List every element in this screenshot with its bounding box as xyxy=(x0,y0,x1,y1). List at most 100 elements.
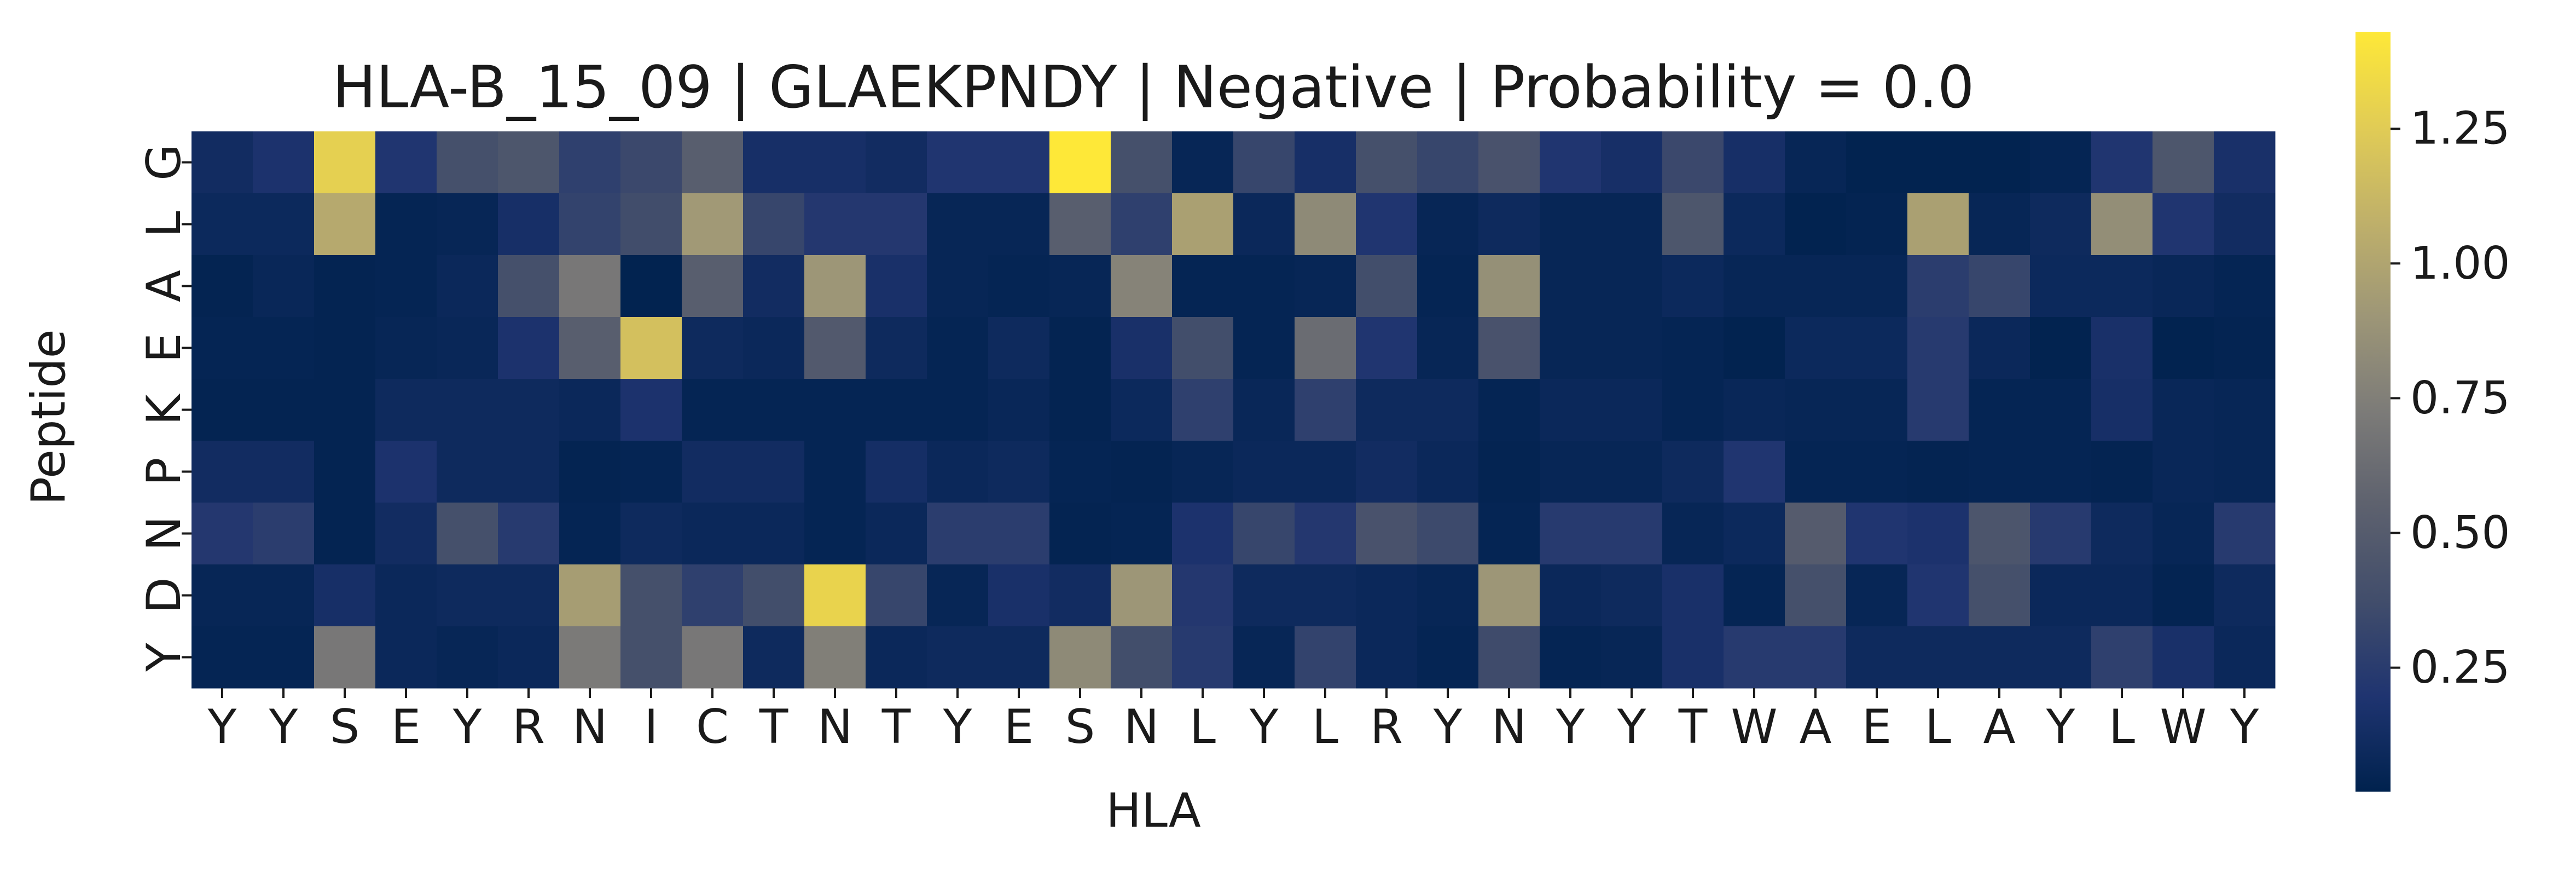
x-tick-label: N xyxy=(1124,700,1159,754)
chart-title: HLA-B_15_09 | GLAEKPNDY | Negative | Pro… xyxy=(333,54,1975,122)
heatmap-cell xyxy=(1172,255,1234,318)
heatmap-cell xyxy=(2030,379,2092,441)
heatmap-cell xyxy=(1785,379,1847,441)
heatmap-cell xyxy=(253,131,315,194)
heatmap-cell xyxy=(2214,317,2276,379)
heatmap-cell xyxy=(1907,441,1969,503)
heatmap-cell xyxy=(1785,193,1847,256)
heatmap-cell xyxy=(743,131,805,194)
heatmap-cell xyxy=(1601,255,1663,318)
heatmap-cell xyxy=(1907,564,1969,627)
colorbar-tick-label: 1.25 xyxy=(2410,103,2510,155)
heatmap-cell xyxy=(1724,441,1785,503)
heatmap-cell xyxy=(1111,564,1173,627)
heatmap-cell xyxy=(1233,626,1295,689)
heatmap-cell xyxy=(1478,317,1540,379)
heatmap-cell xyxy=(1478,255,1540,318)
heatmap-cell xyxy=(1417,131,1479,194)
heatmap-cell xyxy=(620,564,682,627)
heatmap-cell xyxy=(192,503,253,565)
x-tick-label: T xyxy=(881,700,911,754)
heatmap-cell xyxy=(498,564,560,627)
heatmap-cell xyxy=(1601,503,1663,565)
heatmap-cell xyxy=(1233,379,1295,441)
heatmap-cell xyxy=(988,441,1050,503)
heatmap-cell xyxy=(620,193,682,256)
heatmap-cell xyxy=(682,193,744,256)
heatmap-cell xyxy=(2030,503,2092,565)
colorbar-tick-label: 0.50 xyxy=(2410,507,2510,559)
heatmap-cell xyxy=(1356,564,1418,627)
heatmap-cell xyxy=(1601,193,1663,256)
heatmap-cell xyxy=(866,379,927,441)
heatmap-cell xyxy=(1662,564,1724,627)
heatmap-cell xyxy=(1662,255,1724,318)
heatmap-cell xyxy=(559,626,621,689)
heatmap-cell xyxy=(2153,564,2214,627)
heatmap-cell xyxy=(1356,503,1418,565)
heatmap-cell xyxy=(1662,441,1724,503)
heatmap-cell xyxy=(1662,131,1724,194)
heatmap-cell xyxy=(620,503,682,565)
heatmap-cell xyxy=(2030,317,2092,379)
heatmap-cell xyxy=(1295,255,1356,318)
heatmap-cell xyxy=(1907,317,1969,379)
heatmap-cell xyxy=(1233,193,1295,256)
x-tick-label: A xyxy=(1800,700,1832,754)
heatmap-cell xyxy=(2030,564,2092,627)
heatmap-cell xyxy=(1785,564,1847,627)
heatmap-cell xyxy=(498,441,560,503)
heatmap-cell xyxy=(1417,255,1479,318)
heatmap-cell xyxy=(1907,131,1969,194)
heatmap-cell xyxy=(1846,503,1908,565)
x-tick-label: T xyxy=(759,700,788,754)
heatmap-cell xyxy=(1111,379,1173,441)
heatmap-cell xyxy=(1172,441,1234,503)
heatmap-cell xyxy=(1172,503,1234,565)
heatmap-cell xyxy=(2091,255,2153,318)
y-tick-label: G xyxy=(137,144,192,181)
x-axis-label: HLA xyxy=(1106,783,1201,838)
heatmap-cell xyxy=(988,193,1050,256)
heatmap-cell xyxy=(1356,131,1418,194)
heatmap-cell xyxy=(1233,317,1295,379)
x-tick-label: I xyxy=(644,700,658,754)
x-tick-label: Y xyxy=(1556,700,1585,754)
y-axis-ticks: G L A E K P ND Y xyxy=(137,144,192,672)
heatmap-cell xyxy=(620,441,682,503)
heatmap-cell xyxy=(253,193,315,256)
x-tick-label: Y xyxy=(1249,700,1279,754)
heatmap-cell xyxy=(1724,317,1785,379)
heatmap-cell xyxy=(1478,441,1540,503)
colorbar-ticks: 0.25 0.50 0.75 1.00 1.25 xyxy=(2391,103,2510,694)
x-tick-label: Y xyxy=(207,700,237,754)
heatmap-cell xyxy=(1724,255,1785,318)
heatmap-cell xyxy=(1049,255,1111,318)
heatmap-cell xyxy=(988,564,1050,627)
heatmap-cell xyxy=(1969,317,2030,379)
heatmap-cell xyxy=(1662,317,1724,379)
heatmap-cell xyxy=(1724,193,1785,256)
heatmap-cell xyxy=(192,626,253,689)
heatmap-cell xyxy=(682,379,744,441)
x-tick-label: S xyxy=(1065,700,1095,754)
heatmap-cell xyxy=(1478,379,1540,441)
x-tick-label: N xyxy=(572,700,607,754)
heatmap-cell xyxy=(1172,564,1234,627)
heatmap-cell xyxy=(2214,131,2276,194)
x-tick-label: W xyxy=(2160,700,2206,754)
heatmap-cell xyxy=(2153,317,2214,379)
heatmap-cell xyxy=(559,317,621,379)
heatmap-cell xyxy=(1295,131,1356,194)
x-tick-label: N xyxy=(1492,700,1527,754)
heatmap-cell xyxy=(1724,131,1785,194)
heatmap-cell xyxy=(1295,626,1356,689)
heatmap-cell xyxy=(1049,503,1111,565)
heatmap-cell xyxy=(375,626,437,689)
x-tick-label: R xyxy=(512,700,545,754)
heatmap-cell xyxy=(866,441,927,503)
heatmap-cell xyxy=(192,441,253,503)
heatmap-cell xyxy=(314,626,376,689)
heatmap-cell xyxy=(375,193,437,256)
x-tick-label: E xyxy=(1862,700,1892,754)
